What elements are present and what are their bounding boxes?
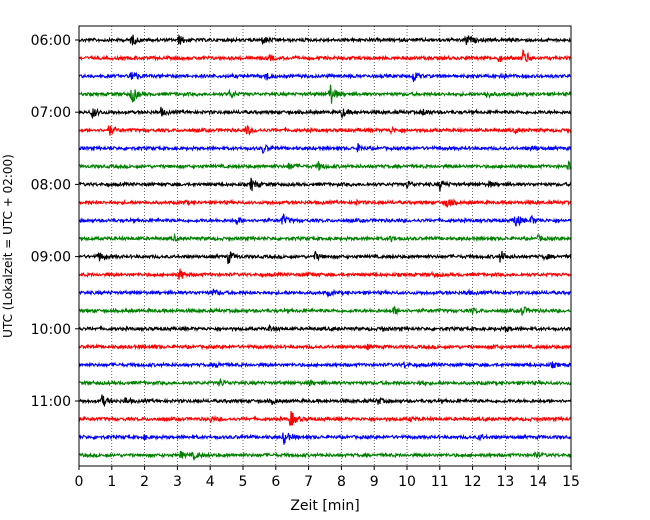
x-tick-label: 11 [431, 474, 449, 490]
trace-0945 [78, 305, 572, 316]
y-tick-label: 09:00 [31, 250, 71, 266]
x-tick-label: 13 [496, 474, 514, 490]
trace-0645 [79, 84, 572, 104]
trace-0915 [78, 268, 572, 280]
y-tick-label: 07:00 [31, 105, 71, 121]
trace-1100 [78, 394, 572, 408]
trace-0630 [78, 71, 572, 83]
y-axis-ticks: 06:00 07:00 08:00 09:00 10:00 11:00 [31, 33, 79, 410]
trace-1030 [78, 360, 572, 370]
y-tick-label: 06:00 [31, 33, 71, 49]
x-tick-label: 4 [206, 474, 215, 490]
trace-0930 [78, 288, 572, 298]
x-tick-label: 9 [370, 474, 379, 490]
trace-1145 [78, 450, 572, 461]
trace-0730 [78, 142, 572, 155]
trace-1000 [78, 324, 572, 333]
trace-1015 [78, 343, 572, 351]
x-grid-lines [111, 26, 539, 466]
plot-frame [78, 25, 572, 467]
x-tick-label: 0 [75, 474, 84, 490]
x-tick-label: 6 [271, 474, 280, 490]
y-tick-label: 08:00 [31, 177, 71, 193]
y-tick-label: 11:00 [31, 394, 71, 410]
trace-0700 [78, 106, 572, 120]
trace-0815 [78, 198, 572, 208]
seismic-traces [78, 33, 572, 461]
x-tick-label: 12 [464, 474, 482, 490]
x-tick-label: 15 [562, 474, 580, 490]
x-tick-label: 8 [337, 474, 346, 490]
x-tick-label: 10 [398, 474, 416, 490]
x-axis-label: Zeit [min] [290, 498, 359, 514]
y-tick-label: 10:00 [31, 322, 71, 338]
trace-1130 [78, 432, 572, 445]
trace-0600 [78, 33, 572, 46]
trace-0745 [78, 159, 572, 171]
trace-0900 [78, 250, 572, 265]
trace-0715 [78, 125, 572, 136]
trace-0830 [78, 213, 572, 227]
trace-0615 [78, 49, 572, 63]
x-axis-ticks: 0 1 2 3 4 5 6 7 8 9 10 11 12 13 14 15 [75, 466, 580, 490]
trace-1115 [78, 411, 572, 426]
x-tick-label: 2 [140, 474, 149, 490]
trace-1045 [78, 377, 572, 388]
y-axis-label: UTC (Lokalzeit = UTC + 02:00) [1, 154, 15, 338]
trace-0845 [78, 232, 572, 243]
x-tick-label: 14 [529, 474, 547, 490]
x-tick-label: 1 [107, 474, 116, 490]
x-tick-label: 3 [173, 474, 182, 490]
x-tick-label: 5 [239, 474, 248, 490]
trace-0800 [78, 177, 572, 192]
x-tick-label: 7 [304, 474, 313, 490]
